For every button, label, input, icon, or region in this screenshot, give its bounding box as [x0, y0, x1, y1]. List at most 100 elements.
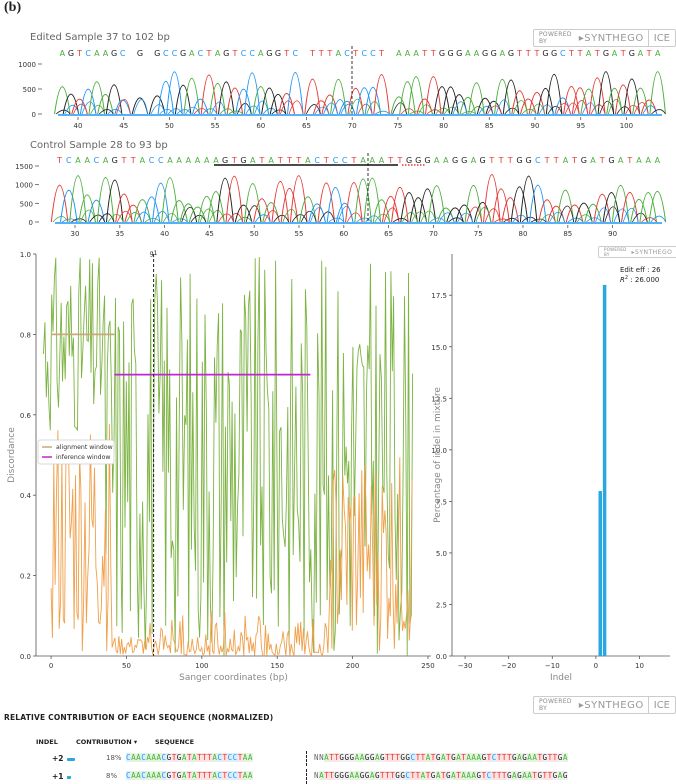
base-letter: G [456, 49, 462, 58]
base-letter: A [618, 156, 624, 165]
trace-peak [87, 199, 106, 223]
noise-peak [254, 214, 271, 223]
noise-peak [288, 100, 304, 115]
y-tick-label: 500 [23, 86, 36, 94]
trace-peak [364, 87, 382, 115]
noise-peak [607, 98, 623, 115]
trace-peak [312, 100, 330, 115]
noise-peak [444, 106, 459, 115]
trace-peak [161, 177, 179, 223]
noise-peak [625, 104, 640, 115]
base-letter: T [350, 156, 356, 165]
base-letter: G [482, 49, 488, 58]
trace-peak [96, 177, 115, 223]
noise-peak [305, 104, 321, 115]
base-letter: G [275, 49, 281, 58]
base-letter: T [599, 156, 605, 165]
noise-peak [375, 110, 390, 115]
row-sequence-right: NNATTGGGAAGGAGTTTGGCTTATGATGATAAAGTCTTTG… [314, 753, 568, 762]
trace-peak [148, 95, 166, 115]
powered-by-label: POWERED BY [539, 31, 572, 45]
trace-peak [537, 88, 554, 115]
base-letter: A [396, 49, 402, 58]
base-letter: A [370, 156, 376, 165]
trace-peak [269, 93, 287, 115]
base-letter: G [491, 49, 497, 58]
brand-name-mid-text: SYNTHEGO [635, 248, 673, 256]
base-letter: G [266, 49, 272, 58]
x-tick-label: 60 [339, 230, 348, 238]
trace-peak [459, 96, 477, 115]
trace-peak [492, 188, 510, 223]
base-letter: G [629, 49, 635, 58]
base-letter: G [551, 49, 557, 58]
trace-peak [183, 78, 201, 115]
x-tick-label: 85 [563, 230, 572, 238]
base-letter: C [560, 49, 566, 58]
trace-peak [50, 185, 69, 223]
synthego-badge-top: POWERED BY ▸SYNTHEGO ICE [533, 29, 676, 47]
edit-efficiency-label: Edit eff : 26 [620, 266, 661, 274]
trace-peak [400, 191, 418, 223]
base-letter: C [342, 156, 348, 165]
row-sequence-left: CAACAAACGTGATATTTACTCCTAA [126, 771, 253, 780]
noise-peak [651, 109, 666, 115]
noise-peak [530, 103, 546, 115]
trace-peak [494, 78, 511, 115]
base-letter: G [240, 156, 246, 165]
x-tick-label: 80 [439, 122, 448, 130]
trace-peak [556, 189, 575, 223]
base-letter: T [258, 156, 264, 165]
base-letter: A [471, 156, 477, 165]
trace-peak [606, 88, 623, 115]
base-letter: A [167, 156, 173, 165]
base-letter: G [542, 49, 548, 58]
base-letter: G [415, 156, 421, 165]
trace-peak [97, 93, 114, 115]
trace-peak [468, 82, 485, 115]
x-tick-label: 100 [195, 662, 208, 670]
base-letter: G [508, 49, 514, 58]
trace-peak [520, 98, 537, 115]
trace-peak [510, 186, 529, 223]
y-tick-label: 0.6 [20, 412, 32, 420]
base-letter: G [526, 156, 532, 165]
base-letter: A [140, 156, 146, 165]
noise-peak [475, 207, 492, 223]
noise-peak [181, 206, 198, 223]
noise-peak [357, 103, 373, 115]
x-tick-label: −20 [501, 662, 516, 670]
x-tick-label: 85 [485, 122, 494, 130]
y-tick-label: 1.0 [20, 251, 31, 259]
trace-peak [597, 71, 615, 115]
brand-product: ICE [647, 30, 675, 46]
base-letter: A [563, 156, 569, 165]
trace-peak [78, 194, 96, 223]
edited-discordance-line [43, 256, 414, 657]
base-letter: T [626, 156, 632, 165]
contribution-column-header[interactable]: CONTRIBUTION ▾ [76, 738, 138, 746]
noise-peak [558, 205, 575, 223]
noise-peak [199, 208, 216, 223]
base-letter: T [318, 49, 324, 58]
trace-peak [330, 78, 347, 115]
noise-peak [613, 208, 630, 223]
x-tick-label: 50 [122, 662, 131, 670]
x-tick-label: 45 [119, 122, 128, 130]
noise-peak [349, 98, 364, 115]
trace-peak [602, 192, 621, 223]
trace-peak [170, 199, 188, 223]
indel-column-header: INDEL [36, 738, 58, 746]
noise-peak [340, 103, 356, 115]
noise-peak [90, 104, 105, 115]
row-cut-marker [306, 751, 307, 766]
trace-peak [584, 203, 602, 223]
trace-peak [216, 177, 234, 223]
y-tick-label: 0 [29, 219, 33, 227]
trace-peak [623, 78, 641, 115]
trace-peak [62, 93, 80, 115]
brand-product-bottom: ICE [647, 697, 675, 713]
base-letter: C [241, 49, 247, 58]
x-tick-label: 75 [474, 230, 483, 238]
noise-peak [599, 100, 615, 115]
